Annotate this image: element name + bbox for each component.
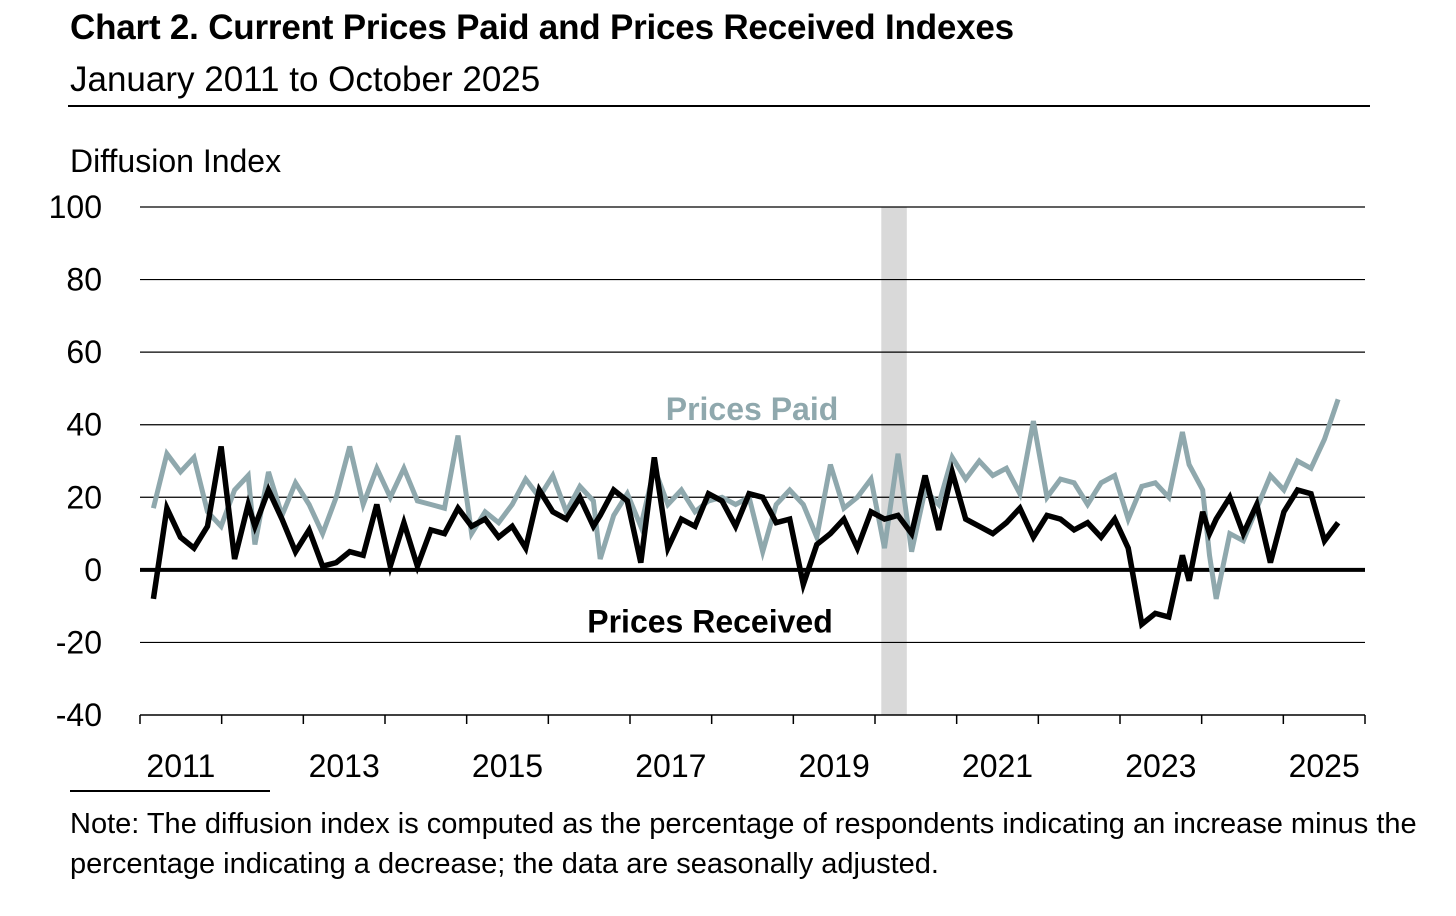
series-layer xyxy=(150,398,1341,630)
x-tick-label: 2019 xyxy=(799,748,870,784)
shaded-period-layer xyxy=(881,207,907,715)
x-tick-label: 2013 xyxy=(309,748,380,784)
x-tick-label: 2025 xyxy=(1289,748,1360,784)
chart-title: Chart 2. Current Prices Paid and Prices … xyxy=(70,8,1014,47)
x-tick-label: 2021 xyxy=(962,748,1033,784)
x-tick-label: 2017 xyxy=(635,748,706,784)
y-tick-label: 40 xyxy=(66,407,102,443)
footnote-rule xyxy=(70,790,270,792)
y-tick-label: 0 xyxy=(84,552,102,588)
y-tick-label: -40 xyxy=(56,697,102,733)
series-label-prices-received: Prices Received xyxy=(587,603,833,639)
y-tick-label: -20 xyxy=(56,624,102,660)
x-tick-label: 2011 xyxy=(146,748,215,784)
series-label-prices-paid: Prices Paid xyxy=(666,391,839,427)
chart-note: Note: The diffusion index is computed as… xyxy=(70,808,1417,880)
y-tick-label: 80 xyxy=(66,262,102,298)
shaded-period-band xyxy=(881,207,907,715)
chart-subtitle: January 2011 to October 2025 xyxy=(70,60,541,99)
series-line-prices-received xyxy=(150,446,1341,630)
label-layer: Prices Paid Prices Received xyxy=(587,391,838,639)
y-tick-label: 20 xyxy=(66,479,102,515)
y-tick-label: 60 xyxy=(66,334,102,370)
x-tick-label: 2023 xyxy=(1125,748,1196,784)
title-rule xyxy=(68,105,1370,107)
y-tick-label: 100 xyxy=(49,189,102,225)
x-tick-label: 2015 xyxy=(472,748,543,784)
axis-layer: 100 80 60 40 20 0 -20 -40 2011 2013 2015 2017 2019 20… xyxy=(49,189,1366,784)
y-axis-label: Diffusion Index xyxy=(70,143,282,179)
